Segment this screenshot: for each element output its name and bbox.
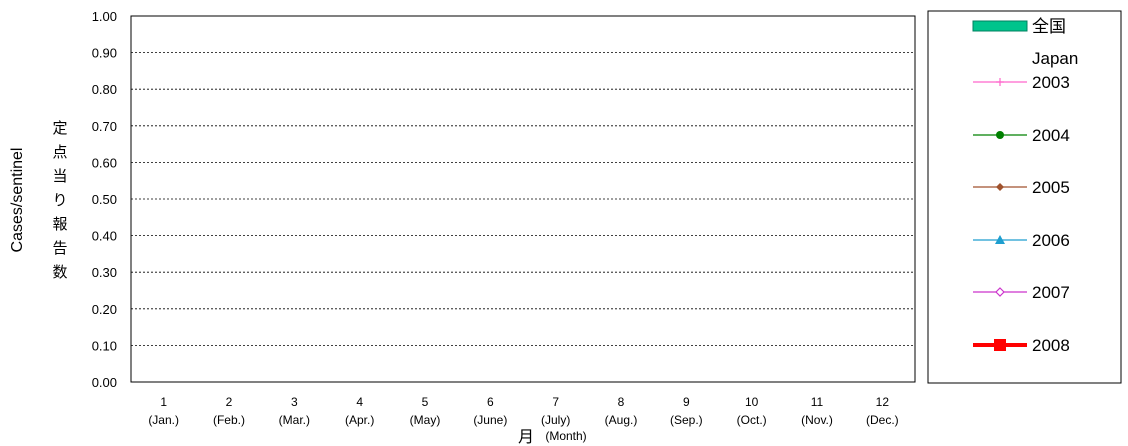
legend-marker [996,183,1004,191]
x-tick-label-month: (Apr.) [345,413,374,427]
y-tick-label: 0.30 [92,265,117,280]
legend-marker [995,287,1005,297]
x-tick-label-month: (July) [541,413,570,427]
x-tick-label-number: 12 [876,395,890,409]
legend-label: 全国 [1032,17,1066,36]
legend-marker [994,339,1006,351]
legend-label: 2005 [1032,178,1070,197]
legend-marker [996,131,1004,139]
y-tick-label: 0.60 [92,155,117,170]
x-tick-label-number: 9 [683,395,690,409]
x-tick-label-number: 7 [552,395,559,409]
x-tick-label-month: (Oct.) [737,413,767,427]
x-tick-label-number: 6 [487,395,494,409]
legend-label: 2007 [1032,283,1070,302]
legend-marker [996,78,1004,86]
x-tick-label-month: (June) [473,413,507,427]
y-axis-ticks: 0.00 0.10 0.20 0.30 0.40 0.50 0.60 0.70 0.80 0.90… [92,9,117,390]
x-axis-label-japanese: 月 [518,429,534,446]
x-tick-label-month: (Sep.) [670,413,703,427]
y-tick-label: 0.10 [92,338,117,353]
x-tick-label-month: (Feb.) [213,413,245,427]
x-tick-label-number: 5 [422,395,429,409]
legend-label-secondary: Japan [1032,49,1078,68]
x-tick-label-number: 2 [226,395,233,409]
x-tick-label-number: 8 [618,395,625,409]
x-tick-label-number: 1 [160,395,167,409]
grid-lines [131,52,915,346]
y-tick-label: 0.20 [92,302,117,317]
y-tick-label: 0.00 [92,375,117,390]
x-tick-label-month: (Dec.) [866,413,899,427]
x-tick-label-number: 11 [811,395,824,409]
legend-label: 2006 [1032,231,1070,250]
legend-label: 2004 [1032,126,1070,145]
x-tick-label-month: (May) [410,413,441,427]
x-tick-label-month: (Jan.) [148,413,179,427]
y-tick-label: 0.40 [92,229,117,244]
x-tick-label-number: 3 [291,395,298,409]
y-tick-label: 0.70 [92,119,117,134]
y-tick-label: 1.00 [92,9,117,24]
legend-marker [995,235,1005,244]
legend: 全国 Japan 2003 2004 2005 2006 2007 2008 [972,17,1078,355]
x-tick-label-number: 10 [745,395,759,409]
legend-label: 2008 [1032,336,1070,355]
x-tick-label-month: (Mar.) [279,413,310,427]
x-tick-label-month: (Aug.) [605,413,638,427]
x-axis-label-english: (Month) [545,429,586,443]
y-tick-label: 0.80 [92,82,117,97]
y-tick-label: 0.50 [92,192,117,207]
legend-swatch-bar [972,20,1028,32]
legend-label: 2003 [1032,73,1070,92]
x-axis-ticks: 1 (Jan.) 2 (Feb.) 3 (Mar.) 4 (Apr.) 5 (May) 6 (June… [148,395,898,427]
y-axis-label-japanese: 定点当り報告数 [52,120,67,281]
y-axis-label-english: Cases/sentinel [9,148,26,253]
x-tick-label-month: (Nov.) [801,413,833,427]
legend-box [927,10,1122,384]
x-tick-label-number: 4 [356,395,363,409]
y-tick-label: 0.90 [92,46,117,61]
